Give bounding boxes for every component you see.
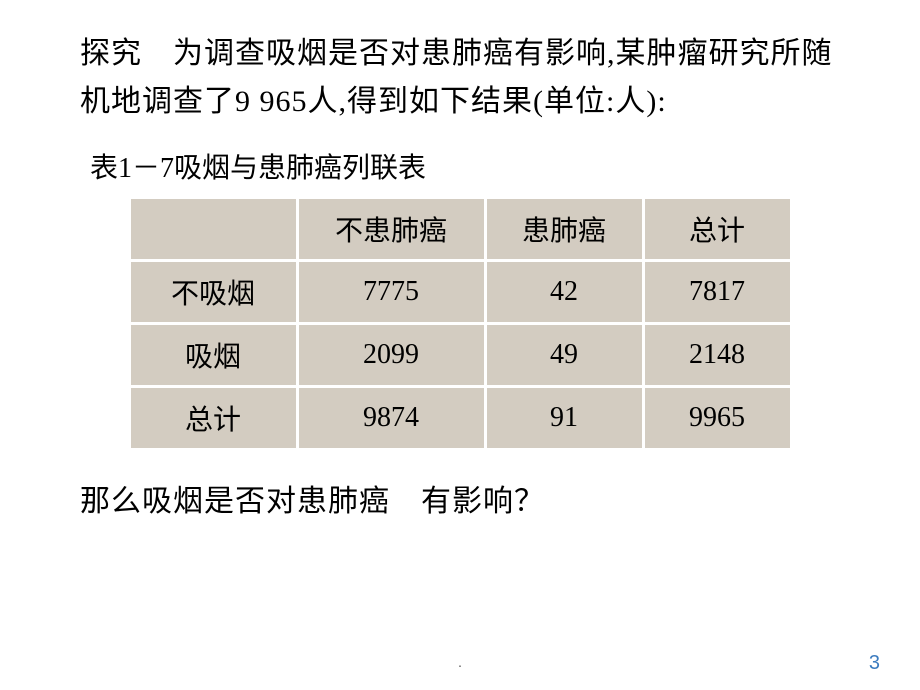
table-row: 总计 9874 91 9965	[131, 388, 790, 448]
footer-dot: .	[458, 656, 462, 672]
table-cell: 2148	[645, 325, 790, 385]
table-cell: 总计	[131, 388, 296, 448]
table-cell: 9965	[645, 388, 790, 448]
table-cell: 42	[487, 262, 642, 322]
table-cell: 2099	[299, 325, 484, 385]
table-cell: 7775	[299, 262, 484, 322]
contingency-table: 不患肺癌 患肺癌 总计 不吸烟 7775 42 7817 吸烟 2099 49 …	[128, 196, 793, 451]
table-header-cell	[131, 199, 296, 259]
table-cell: 49	[487, 325, 642, 385]
table-cell: 9874	[299, 388, 484, 448]
table-cell: 不吸烟	[131, 262, 296, 322]
table-cell: 7817	[645, 262, 790, 322]
table-header-cell: 总计	[645, 199, 790, 259]
table-row: 吸烟 2099 49 2148	[131, 325, 790, 385]
table-header-cell: 患肺癌	[487, 199, 642, 259]
intro-paragraph: 探究 为调查吸烟是否对患肺癌有影响,某肿瘤研究所随机地调查了9 965人,得到如…	[80, 30, 840, 126]
table-header-row: 不患肺癌 患肺癌 总计	[131, 199, 790, 259]
question-paragraph: 那么吸烟是否对患肺癌 有影响？	[80, 476, 840, 520]
table-cell: 吸烟	[131, 325, 296, 385]
table-caption: 表1－7吸烟与患肺癌列联表	[80, 146, 840, 186]
table-cell: 91	[487, 388, 642, 448]
table-header-cell: 不患肺癌	[299, 199, 484, 259]
page-number: 3	[869, 652, 880, 675]
table-row: 不吸烟 7775 42 7817	[131, 262, 790, 322]
